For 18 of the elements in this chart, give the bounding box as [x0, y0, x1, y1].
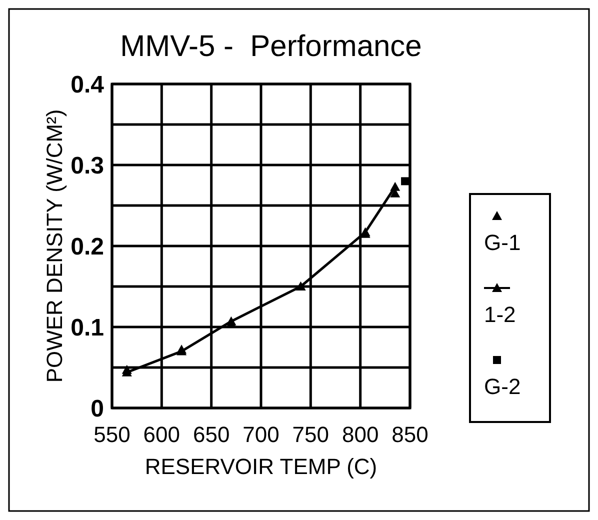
- y-tick-label: 0.2: [70, 233, 104, 260]
- x-tick-label: 800: [342, 422, 379, 447]
- legend-label: G-1: [484, 230, 521, 255]
- legend-label: G-2: [484, 374, 521, 399]
- y-axis-title: POWER DENSITY (W/CM²): [42, 109, 67, 383]
- x-tick-label: 700: [242, 422, 280, 447]
- x-tick-label: 750: [292, 422, 330, 447]
- chart-title: MMV-5 - Performance: [120, 30, 422, 63]
- y-tick-label: 0.3: [70, 152, 104, 180]
- x-tick-label: 850: [392, 422, 428, 447]
- y-tick-label: 0: [90, 395, 104, 422]
- legend-label: 1-2: [484, 302, 516, 327]
- x-tick-label: 600: [143, 422, 180, 447]
- y-tick-label: 0.1: [70, 314, 104, 342]
- x-tick-label: 550: [94, 422, 130, 447]
- x-tick-label: 650: [192, 422, 230, 447]
- x-axis-title: RESERVOIR TEMP (C): [144, 454, 378, 479]
- y-tick-label: 0.4: [70, 71, 105, 98]
